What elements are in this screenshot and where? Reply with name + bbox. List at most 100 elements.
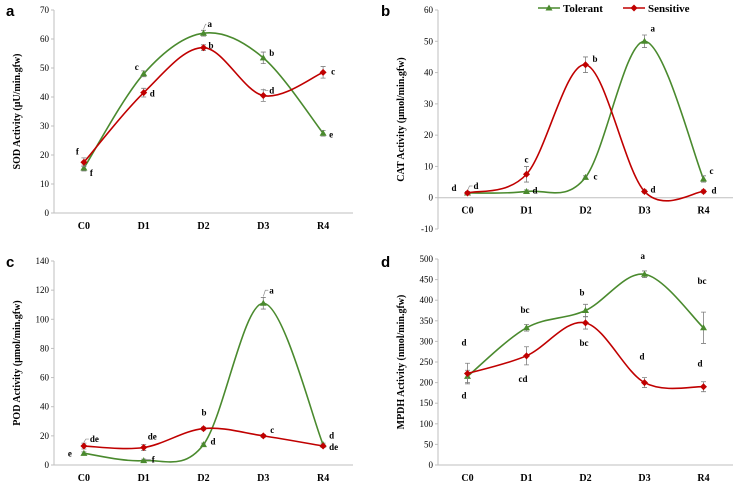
significance-label: f [152,455,156,465]
data-point-sensitive [319,442,327,450]
x-tick-label-d2: D2 [579,206,591,217]
x-tick-label-d1: D1 [138,473,150,484]
data-point-sensitive [582,319,589,327]
y-tick-label: 50 [424,36,434,46]
legend-item-tolerant: Tolerant [538,3,603,15]
data-point-tolerant [140,70,148,77]
significance-label: d [533,185,538,195]
y-tick-label: 300 [420,336,434,346]
y-tick-label: 0 [45,460,50,470]
significance-label: b [209,41,214,51]
data-point-tolerant [641,37,648,44]
y-tick-label: 140 [36,256,50,266]
y-tick-label: 150 [420,398,434,408]
data-point-tolerant [140,457,148,464]
x-tick-label-c0: C0 [461,206,473,217]
y-axis-title: SOD Activity (μU/min.gfw) [12,54,23,170]
label-callout [203,23,207,30]
x-tick-label-c0: C0 [461,473,473,484]
x-tick-label-r4: R4 [317,473,329,484]
legend-marker-sensitive [630,4,638,12]
data-point-tolerant [582,307,589,313]
data-point-tolerant [80,164,88,171]
data-point-sensitive [259,432,267,440]
x-tick-label-c0: C0 [78,221,90,232]
significance-label: cd [519,374,528,384]
significance-label: a [651,23,656,33]
significance-label: de [90,434,99,444]
y-tick-label: 500 [420,254,434,264]
significance-label: b [580,288,585,298]
y-tick-label: -10 [421,224,433,234]
data-point-sensitive [523,352,530,360]
data-point-tolerant [582,173,589,180]
y-tick-label: 350 [420,316,434,326]
significance-label: a [269,285,274,295]
series-line-sensitive [467,321,704,390]
chart-panel-d: d 0 50 100 150 200 250 300 350 400 450 500 C0 D1 D2 D3 R… [381,251,733,484]
significance-label: d [462,338,467,348]
y-tick-label: 30 [424,99,434,109]
data-point-sensitive [464,189,471,197]
significance-label: c [594,171,598,181]
x-tick-label-d1: D1 [520,206,532,217]
data-point-sensitive [464,370,471,378]
significance-label: d [698,359,703,369]
y-tick-label: 20 [40,431,50,441]
significance-label: d [474,181,479,191]
y-tick-label: 80 [40,343,50,353]
significance-label: b [593,54,598,64]
data-point-tolerant [523,324,530,331]
series-tolerant: f c a b e [80,19,333,178]
significance-label: d [269,86,274,96]
label-callout [263,88,269,91]
significance-label: d [462,390,467,400]
significance-label: de [329,442,338,452]
y-tick-label: 60 [40,373,50,383]
series-sensitive: f d b d c [76,41,335,167]
significance-label: d [651,184,656,194]
significance-label: e [329,129,333,139]
x-tick-label-d3: D3 [638,473,650,484]
y-tick-label: 100 [420,419,434,429]
y-tick-label: 20 [424,130,434,140]
significance-label: c [710,166,714,176]
chart-panel-b: b -10 0 10 20 30 40 50 60 C0 D1 D2 D3 R4 CAT Activity … [381,3,733,234]
data-point-sensitive [700,383,707,391]
data-point-sensitive [80,442,88,450]
significance-label: f [90,168,94,178]
x-tick-label-d3: D3 [638,206,650,217]
label-callout [83,438,89,443]
legend-label-tolerant: Tolerant [563,3,603,15]
significance-label: a [208,19,213,29]
significance-label: d [712,185,717,195]
series-sensitive: de de b c de [80,408,338,452]
significance-label: f [76,146,80,156]
x-tick-label-r4: R4 [317,221,329,232]
data-point-sensitive [259,92,267,100]
x-tick-label-d1: D1 [520,473,532,484]
data-point-tolerant [641,270,648,277]
data-point-tolerant [523,187,530,194]
significance-label: c [135,62,139,72]
legend-marker-tolerant [545,4,553,11]
chart-panel-a: a 0 10 20 30 40 50 60 70 C0 D1 D2 D3 R4 SOD Activity (… [6,3,353,232]
significance-label: b [269,48,274,58]
x-tick-label-d2: D2 [579,473,591,484]
y-axis-title: POD Activity (μmol/min.gfw) [12,300,23,425]
panel-letter-b: b [381,3,390,20]
x-tick-label-r4: R4 [697,473,709,484]
y-tick-label: 40 [40,92,50,102]
significance-label: a [641,251,646,261]
data-point-sensitive [140,444,148,452]
y-tick-label: 40 [424,68,434,78]
data-point-tolerant [700,175,707,182]
x-tick-label-d1: D1 [138,221,150,232]
series-tolerant: d bc b a bc [462,251,707,400]
y-axis-title: CAT Activity (μmol/min.gfw) [396,57,407,181]
series-line-sensitive [83,46,324,163]
data-point-sensitive [582,61,589,69]
significance-label: bc [580,338,589,348]
y-tick-label: 60 [424,5,434,15]
